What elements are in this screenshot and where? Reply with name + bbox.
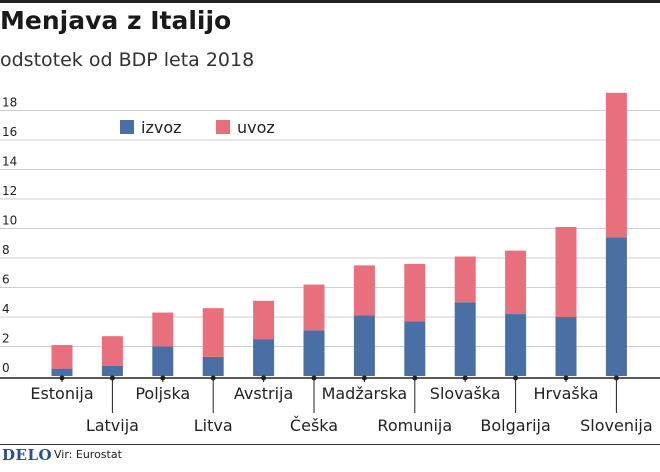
bar-uvoz-litva <box>202 308 224 357</box>
legend-swatch-uvoz <box>216 120 230 134</box>
x-tick-label-slovaska: Slovaška <box>430 384 501 403</box>
x-tick-dot <box>109 375 115 381</box>
x-tick-dot <box>412 375 418 381</box>
x-tick-dot <box>261 375 267 381</box>
bar-izvoz-slovenija <box>605 237 627 376</box>
bar-uvoz-latvija <box>101 336 123 366</box>
y-tick-label: 0 <box>2 361 10 375</box>
chart-title: Menjava z Italijo <box>0 6 232 35</box>
y-tick-label: 10 <box>2 214 17 228</box>
y-tick-label: 2 <box>2 332 10 346</box>
x-tick-label-estonija: Estonija <box>30 384 93 403</box>
x-tick-dot <box>311 375 317 381</box>
x-tick-dot <box>59 375 65 381</box>
y-tick-label: 4 <box>2 302 10 316</box>
bar-izvoz-avstrija <box>253 339 275 376</box>
bar-izvoz-bolgarija <box>505 314 527 376</box>
bar-izvoz-estonija <box>51 368 73 376</box>
bar-izvoz-ceska <box>303 330 325 376</box>
legend-swatch-izvoz <box>120 120 134 134</box>
stacked-bar-chart: 0 2 4 6 8 10 12 14 16 18 Estonija Latvija PoljskaLi… <box>0 92 660 435</box>
y-tick-label: 16 <box>2 125 17 139</box>
x-tick-dot <box>513 375 519 381</box>
bar-izvoz-poljska <box>152 346 174 376</box>
x-tick-dot <box>462 375 468 381</box>
x-tick-label-latvija: Latvija <box>86 416 139 435</box>
bar-izvoz-slovaska <box>454 302 476 376</box>
x-tick-dot <box>160 375 166 381</box>
x-tick-dot <box>361 375 367 381</box>
x-tick-label-madzarska: Madžarska <box>322 384 408 403</box>
bar-izvoz-litva <box>202 356 224 376</box>
y-tick-label: 14 <box>2 155 17 169</box>
bar-uvoz-estonija <box>51 345 73 369</box>
source-note: Vir: Eurostat <box>54 448 122 461</box>
bar-uvoz-ceska <box>303 284 325 331</box>
legend-label-uvoz: uvoz <box>237 118 275 137</box>
x-tick-label-hrvaska: Hrvaška <box>533 384 598 403</box>
x-tick-label-bolgarija: Bolgarija <box>480 416 550 435</box>
top-rule <box>0 0 660 3</box>
bars <box>51 92 627 376</box>
x-tick-label-poljska: Poljska <box>135 384 190 403</box>
bar-izvoz-latvija <box>101 365 123 376</box>
bar-uvoz-poljska <box>152 312 174 347</box>
y-tick-label: 12 <box>2 184 17 198</box>
bar-izvoz-romunija <box>404 321 426 376</box>
delo-logo: DELO <box>2 446 53 464</box>
bar-izvoz-madzarska <box>353 315 375 376</box>
bar-uvoz-romunija <box>404 263 426 322</box>
y-tick-label: 18 <box>2 96 17 110</box>
gridlines: 0 2 4 6 8 10 12 14 16 18 <box>0 96 660 375</box>
x-tick-label-litva: Litva <box>194 416 233 435</box>
bar-uvoz-slovenija <box>605 92 627 238</box>
y-tick-label: 8 <box>2 243 10 257</box>
footer: DELO Vir: Eurostat <box>0 444 660 472</box>
x-tick-dot <box>210 375 216 381</box>
legend-label-izvoz: izvoz <box>141 118 182 137</box>
y-tick-label: 6 <box>2 273 10 287</box>
bar-uvoz-avstrija <box>253 300 275 340</box>
legend: izvoz uvoz <box>120 118 275 137</box>
x-tick-label-romunija: Romunija <box>377 416 452 435</box>
bar-uvoz-slovaska <box>454 256 476 303</box>
chart-subtitle: odstotek od BDP leta 2018 <box>0 49 255 71</box>
bar-uvoz-bolgarija <box>505 250 527 315</box>
x-tick-label-avstrija: Avstrija <box>234 384 293 403</box>
bar-izvoz-hrvaska <box>555 317 577 376</box>
x-tick-label-ceska: Češka <box>290 416 338 435</box>
x-tick-dot <box>613 375 619 381</box>
x-tick-label-slovenija: Slovenija <box>580 416 653 435</box>
x-tick-dot <box>563 375 569 381</box>
bar-uvoz-hrvaska <box>555 227 577 317</box>
footer-rule <box>0 444 660 445</box>
bar-uvoz-madzarska <box>353 265 375 316</box>
